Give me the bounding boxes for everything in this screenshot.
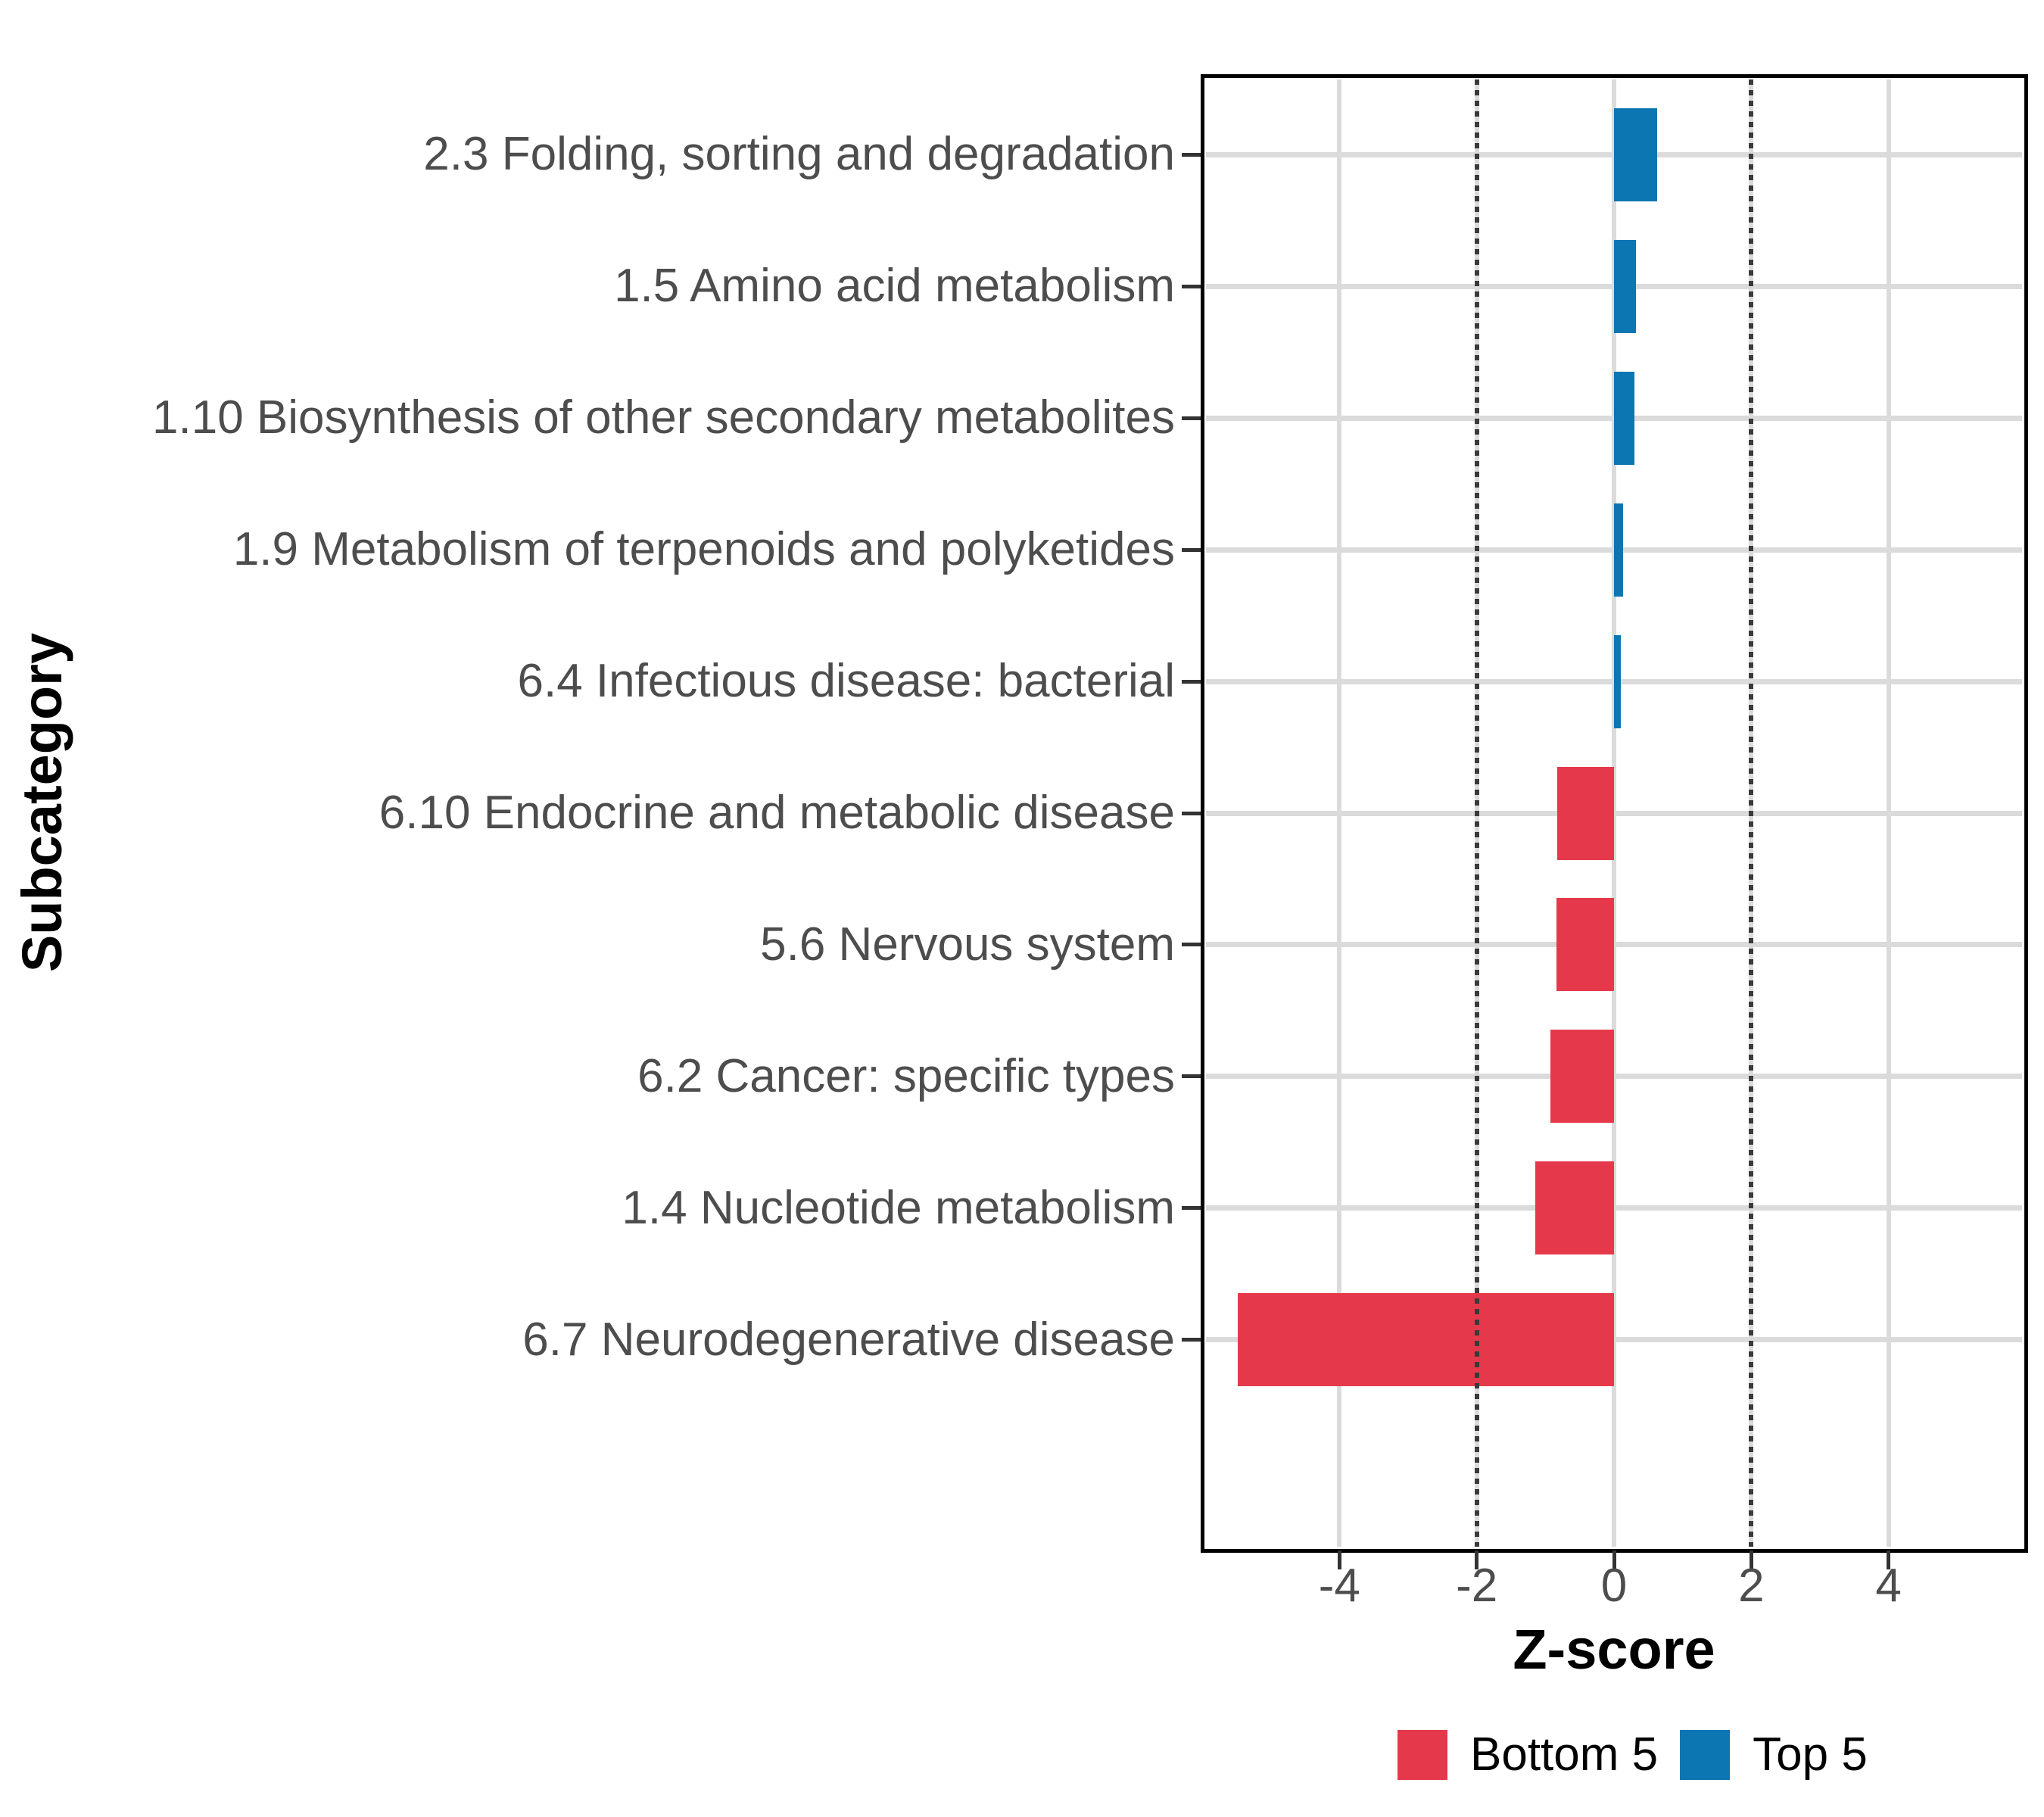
legend-label-top5: Top 5 [1753,1728,1868,1781]
legend-swatch-bottom5 [1397,1730,1447,1780]
x-tick-label: 0 [1600,1560,1628,1612]
y-axis-label: 6.7 Neurodegenerative disease [522,1313,1175,1366]
y-tick-mark [1182,943,1201,947]
bar [1614,108,1658,201]
y-axis-label: 6.4 Infectious disease: bacterial [517,655,1175,708]
x-tick-label: -2 [1456,1560,1498,1612]
y-tick-mark [1182,416,1201,420]
y-gridline [1206,942,2022,948]
x-tick-mark [1887,1551,1891,1569]
y-axis-label: 5.6 Nervous system [760,918,1175,971]
legend-entry: Bottom 5 [1397,1730,1658,1780]
y-axis-label: 1.10 Biosynthesis of other secondary met… [152,391,1175,444]
x-tick-label: 4 [1875,1560,1902,1612]
y-tick-mark [1182,1206,1201,1211]
bar [1556,898,1614,992]
y-axis-label: 1.5 Amino acid metabolism [614,260,1175,313]
y-axis-title: Subcategory [11,632,73,973]
y-tick-mark [1182,1074,1201,1079]
y-tick-mark [1182,811,1201,815]
bar [1614,634,1622,728]
x-tick-mark [1337,1551,1341,1569]
y-tick-mark [1182,284,1201,288]
reference-line [1749,79,1754,1547]
y-axis-label: 1.4 Nucleotide metabolism [622,1181,1175,1234]
bar [1535,1161,1614,1255]
y-tick-mark [1182,679,1201,684]
legend: Bottom 5 Top 5 [1397,1730,1868,1780]
y-axis-label: 6.10 Endocrine and metabolic disease [379,787,1175,839]
reference-line [1474,79,1479,1547]
legend-entry: Top 5 [1680,1730,1868,1780]
bar [1614,371,1635,465]
y-tick-mark [1182,547,1201,552]
y-gridline [1206,1074,2022,1080]
y-axis-label: 2.3 Folding, sorting and degradation [423,128,1175,181]
y-tick-mark [1182,152,1201,157]
y-axis-label: 6.2 Cancer: specific types [637,1049,1175,1102]
bar [1238,1293,1614,1387]
x-tick-mark [1749,1551,1753,1569]
x-axis-title: Z-score [1513,1618,1715,1681]
legend-label-bottom5: Bottom 5 [1470,1728,1659,1781]
bar [1550,1030,1614,1124]
bar [1556,766,1614,860]
x-tick-label: 2 [1738,1560,1765,1612]
legend-swatch-top5 [1680,1730,1731,1780]
y-axis-label: 1.9 Metabolism of terpenoids and polyket… [232,523,1175,576]
x-tick-label: -4 [1318,1560,1360,1612]
y-gridline [1206,1205,2022,1211]
y-tick-mark [1182,1338,1201,1342]
bar [1614,239,1636,333]
bar [1614,503,1623,597]
y-gridline [1206,810,2022,816]
x-tick-mark [1612,1551,1616,1569]
y-gridline [1206,1337,2022,1343]
x-tick-mark [1475,1551,1479,1569]
